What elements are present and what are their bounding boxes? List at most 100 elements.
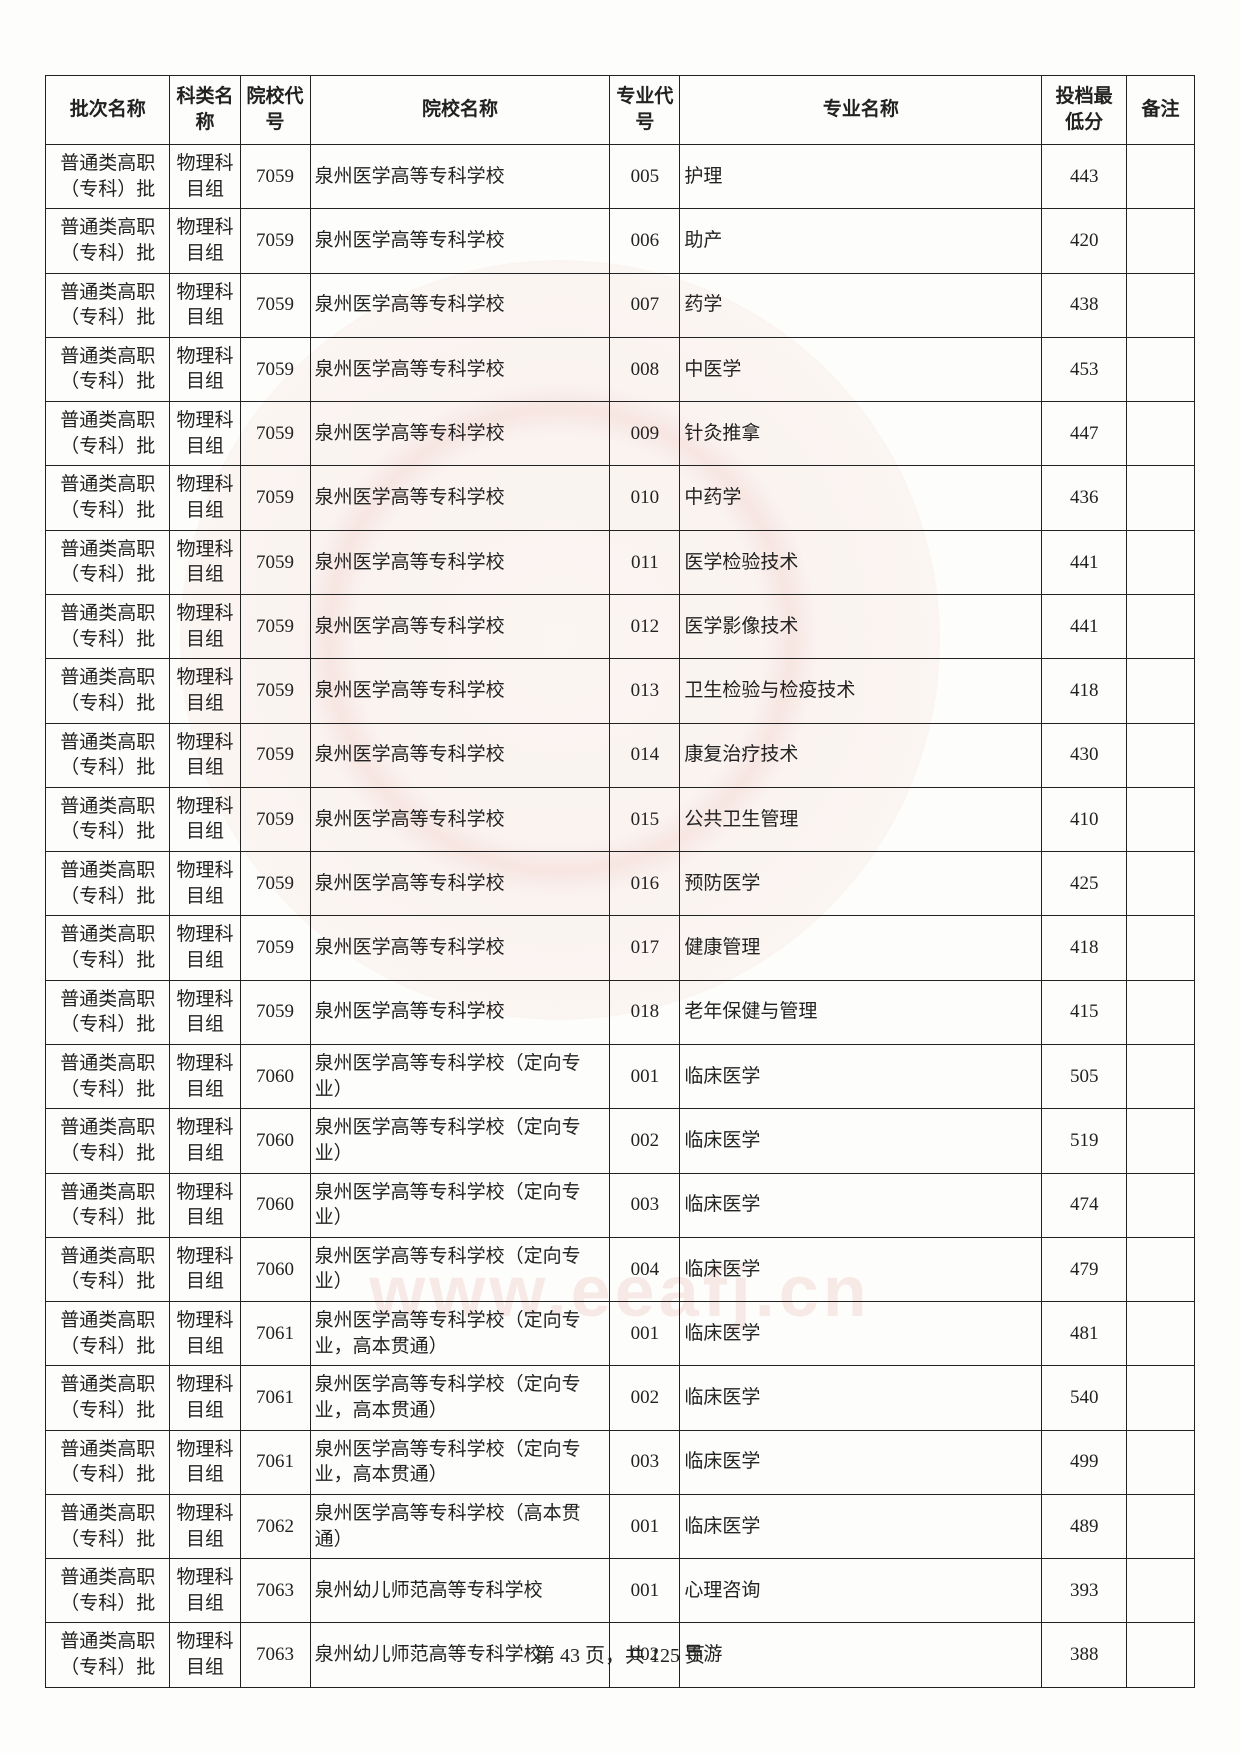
cell-major-name: 临床医学 — [680, 1237, 1042, 1301]
col-school-name: 院校名称 — [310, 76, 610, 145]
cell-remark — [1127, 1302, 1195, 1366]
cell-batch: 普通类高职（专科）批 — [46, 1237, 170, 1301]
cell-subject: 物理科目组 — [170, 1044, 240, 1108]
table-row: 普通类高职（专科）批物理科目组7061泉州医学高等专科学校（定向专业，高本贯通）… — [46, 1430, 1195, 1494]
cell-school-name: 泉州医学高等专科学校 — [310, 466, 610, 530]
cell-major-name: 中医学 — [680, 337, 1042, 401]
cell-subject: 物理科目组 — [170, 209, 240, 273]
table-row: 普通类高职（专科）批物理科目组7061泉州医学高等专科学校（定向专业，高本贯通）… — [46, 1302, 1195, 1366]
cell-subject: 物理科目组 — [170, 723, 240, 787]
cell-school-code: 7061 — [240, 1430, 310, 1494]
cell-school-name: 泉州医学高等专科学校（定向专业，高本贯通） — [310, 1366, 610, 1430]
cell-major-name: 公共卫生管理 — [680, 787, 1042, 851]
cell-major-name: 临床医学 — [680, 1366, 1042, 1430]
cell-school-code: 7059 — [240, 402, 310, 466]
cell-school-code: 7063 — [240, 1559, 310, 1623]
table-row: 普通类高职（专科）批物理科目组7060泉州医学高等专科学校（定向专业）003临床… — [46, 1173, 1195, 1237]
page-number: 第 43 页，共 125 页 — [0, 1639, 1240, 1668]
cell-subject: 物理科目组 — [170, 916, 240, 980]
cell-subject: 物理科目组 — [170, 1109, 240, 1173]
cell-school-code: 7059 — [240, 787, 310, 851]
table-row: 普通类高职（专科）批物理科目组7059泉州医学高等专科学校013卫生检验与检疫技… — [46, 659, 1195, 723]
cell-subject: 物理科目组 — [170, 145, 240, 209]
cell-school-name: 泉州医学高等专科学校 — [310, 980, 610, 1044]
cell-major-code: 002 — [610, 1366, 680, 1430]
page-prefix: 第 — [535, 1645, 560, 1667]
cell-subject: 物理科目组 — [170, 273, 240, 337]
cell-school-name: 泉州医学高等专科学校 — [310, 594, 610, 658]
cell-batch: 普通类高职（专科）批 — [46, 1044, 170, 1108]
cell-school-code: 7059 — [240, 659, 310, 723]
cell-major-code: 016 — [610, 852, 680, 916]
cell-school-name: 泉州医学高等专科学校 — [310, 402, 610, 466]
cell-major-code: 008 — [610, 337, 680, 401]
cell-subject: 物理科目组 — [170, 787, 240, 851]
cell-major-code: 004 — [610, 1237, 680, 1301]
cell-major-code: 006 — [610, 209, 680, 273]
cell-batch: 普通类高职（专科）批 — [46, 594, 170, 658]
cell-school-code: 7059 — [240, 273, 310, 337]
cell-score: 430 — [1042, 723, 1127, 787]
cell-score: 481 — [1042, 1302, 1127, 1366]
cell-subject: 物理科目组 — [170, 980, 240, 1044]
cell-major-name: 中药学 — [680, 466, 1042, 530]
cell-school-name: 泉州医学高等专科学校 — [310, 530, 610, 594]
table-row: 普通类高职（专科）批物理科目组7059泉州医学高等专科学校009针灸推拿447 — [46, 402, 1195, 466]
cell-score: 410 — [1042, 787, 1127, 851]
cell-school-name: 泉州医学高等专科学校（定向专业） — [310, 1237, 610, 1301]
cell-school-name: 泉州医学高等专科学校 — [310, 723, 610, 787]
cell-subject: 物理科目组 — [170, 402, 240, 466]
cell-batch: 普通类高职（专科）批 — [46, 1173, 170, 1237]
cell-score: 540 — [1042, 1366, 1127, 1430]
cell-major-code: 017 — [610, 916, 680, 980]
cell-remark — [1127, 852, 1195, 916]
cell-batch: 普通类高职（专科）批 — [46, 1494, 170, 1558]
cell-subject: 物理科目组 — [170, 659, 240, 723]
table-row: 普通类高职（专科）批物理科目组7059泉州医学高等专科学校005护理443 — [46, 145, 1195, 209]
cell-remark — [1127, 1237, 1195, 1301]
cell-major-name: 健康管理 — [680, 916, 1042, 980]
cell-subject: 物理科目组 — [170, 530, 240, 594]
cell-school-name: 泉州医学高等专科学校（定向专业） — [310, 1044, 610, 1108]
table-row: 普通类高职（专科）批物理科目组7060泉州医学高等专科学校（定向专业）001临床… — [46, 1044, 1195, 1108]
cell-score: 474 — [1042, 1173, 1127, 1237]
cell-school-name: 泉州医学高等专科学校（定向专业） — [310, 1109, 610, 1173]
cell-school-code: 7061 — [240, 1366, 310, 1430]
cell-remark — [1127, 787, 1195, 851]
cell-major-name: 临床医学 — [680, 1430, 1042, 1494]
cell-subject: 物理科目组 — [170, 1559, 240, 1623]
cell-batch: 普通类高职（专科）批 — [46, 209, 170, 273]
cell-subject: 物理科目组 — [170, 1173, 240, 1237]
page-total: 125 — [650, 1645, 680, 1667]
cell-major-code: 012 — [610, 594, 680, 658]
cell-school-code: 7059 — [240, 723, 310, 787]
table-row: 普通类高职（专科）批物理科目组7060泉州医学高等专科学校（定向专业）004临床… — [46, 1237, 1195, 1301]
cell-school-code: 7059 — [240, 337, 310, 401]
table-row: 普通类高职（专科）批物理科目组7059泉州医学高等专科学校016预防医学425 — [46, 852, 1195, 916]
cell-remark — [1127, 1173, 1195, 1237]
cell-score: 418 — [1042, 659, 1127, 723]
cell-subject: 物理科目组 — [170, 1237, 240, 1301]
cell-score: 438 — [1042, 273, 1127, 337]
cell-school-code: 7060 — [240, 1044, 310, 1108]
cell-major-code: 014 — [610, 723, 680, 787]
table-row: 普通类高职（专科）批物理科目组7062泉州医学高等专科学校（高本贯通）001临床… — [46, 1494, 1195, 1558]
table-row: 普通类高职（专科）批物理科目组7059泉州医学高等专科学校018老年保健与管理4… — [46, 980, 1195, 1044]
table-row: 普通类高职（专科）批物理科目组7059泉州医学高等专科学校007药学438 — [46, 273, 1195, 337]
cell-remark — [1127, 980, 1195, 1044]
col-remark: 备注 — [1127, 76, 1195, 145]
cell-subject: 物理科目组 — [170, 337, 240, 401]
cell-subject: 物理科目组 — [170, 1366, 240, 1430]
cell-batch: 普通类高职（专科）批 — [46, 145, 170, 209]
cell-score: 441 — [1042, 594, 1127, 658]
cell-remark — [1127, 273, 1195, 337]
cell-major-code: 001 — [610, 1494, 680, 1558]
cell-school-name: 泉州医学高等专科学校 — [310, 659, 610, 723]
cell-school-name: 泉州医学高等专科学校（高本贯通） — [310, 1494, 610, 1558]
cell-remark — [1127, 337, 1195, 401]
cell-batch: 普通类高职（专科）批 — [46, 402, 170, 466]
cell-school-name: 泉州医学高等专科学校 — [310, 209, 610, 273]
document-page: www.eeafj.cn 批次名称 科类名称 院校代号 院校名称 专业代号 专业… — [0, 0, 1240, 1753]
cell-major-name: 医学检验技术 — [680, 530, 1042, 594]
cell-school-name: 泉州医学高等专科学校 — [310, 916, 610, 980]
